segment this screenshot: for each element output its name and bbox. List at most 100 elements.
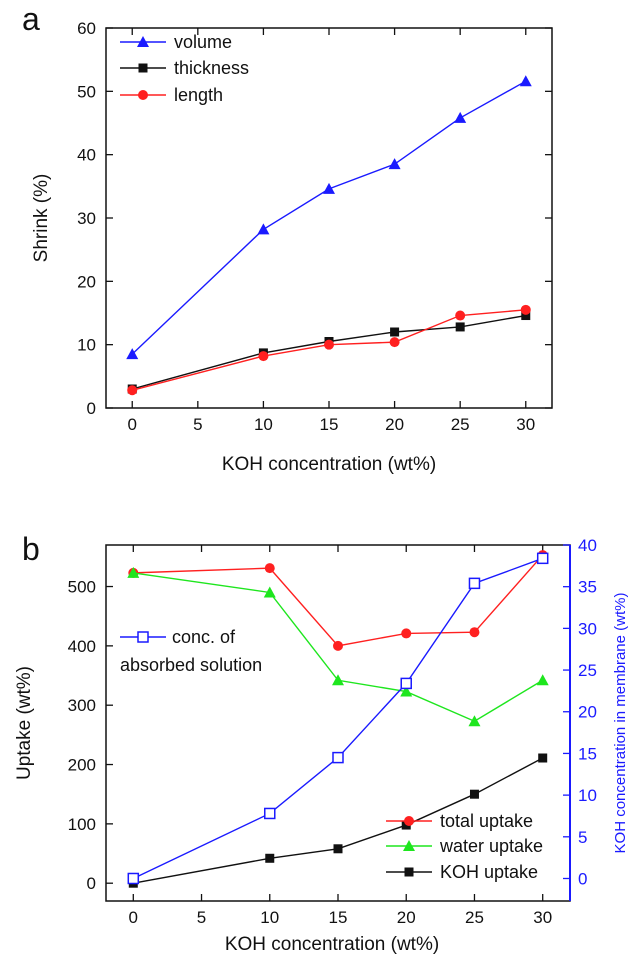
panel-label-a: a	[22, 1, 40, 37]
y-tick-label-a: 20	[77, 272, 96, 291]
panel-b: b 0 5 10 15 20 25 3001002003004005000510152025…	[14, 531, 629, 955]
y2-tick-label: 35	[578, 578, 597, 597]
y2-tick-label: 15	[578, 744, 597, 763]
data-point-length	[455, 310, 466, 321]
data-point-conc-of-absorbed-solution	[400, 677, 412, 690]
y-tick-label-a: 40	[77, 146, 96, 165]
y-axis-label-b: Uptake (wt%)	[14, 666, 35, 780]
data-point-length	[324, 339, 334, 350]
data-point-water-uptake	[400, 685, 413, 697]
y-tick-label-a: 10	[77, 336, 96, 355]
data-point-volume	[126, 348, 139, 360]
x-tick-label-a: 5	[193, 415, 202, 434]
y2-tick-label: 30	[578, 619, 597, 638]
series-line-thickness	[132, 314, 526, 390]
legend-a: volume thickness length	[120, 32, 249, 105]
data-point-volume	[388, 158, 401, 170]
series-group-b	[127, 550, 549, 888]
legend-label-conc-line2: absorbed solution	[120, 655, 262, 675]
series-group-a	[126, 75, 532, 396]
x-tick-label-a: 0	[128, 415, 137, 434]
data-point-koh-uptake	[538, 753, 548, 763]
data-point-water-uptake	[536, 674, 549, 686]
legend-marker-volume	[137, 36, 149, 47]
data-point-koh-uptake	[333, 844, 343, 854]
legend-label-water-uptake: water uptake	[439, 836, 543, 856]
data-point-volume	[454, 111, 467, 123]
x-tick-label-a: 20	[385, 415, 404, 434]
legend-label-koh-uptake: KOH uptake	[440, 862, 538, 882]
x-tick-label-b: 30	[533, 908, 552, 927]
data-point-thickness	[455, 322, 465, 332]
y2-axis-label-b: KOH concentration in membrane (wt%)	[612, 593, 629, 854]
x-tick-label-a: 15	[320, 415, 339, 434]
data-point-total-uptake	[401, 628, 412, 639]
data-point-length	[520, 304, 531, 315]
y-tick-label-a: 60	[77, 19, 96, 38]
legend-marker-thickness	[138, 63, 148, 73]
y-tick-label-a: 30	[77, 209, 96, 228]
x-tick-label-a: 25	[451, 415, 470, 434]
x-tick-label-b: 20	[397, 908, 416, 927]
x-tick-label-b: 5	[197, 908, 206, 927]
y2-tick-label: 5	[578, 828, 587, 847]
y-tick-label-b: 300	[68, 696, 96, 715]
data-point-conc-of-absorbed-solution	[264, 807, 276, 820]
x-tick-label-b: 10	[260, 908, 279, 927]
series-line-length	[132, 309, 526, 391]
legend-marker-conc	[137, 631, 149, 643]
data-point-koh-uptake	[469, 789, 479, 799]
data-point-thickness	[390, 327, 400, 337]
data-point-length	[127, 385, 138, 396]
axes-a: 0 5 10 15 20 25 30 0 10 20 30 40 50 60	[77, 19, 552, 434]
y2-tick-label: 0	[578, 869, 587, 888]
data-point-koh-uptake	[265, 853, 275, 863]
legend-marker-water-uptake	[403, 840, 415, 851]
data-point-volume	[323, 182, 335, 194]
y-tick-label-b: 0	[87, 874, 96, 893]
data-point-thickness	[521, 311, 531, 321]
x-tick-label-b: 25	[465, 908, 484, 927]
series-line-total-uptake	[133, 554, 544, 647]
plot-frame-a	[105, 27, 553, 409]
x-axis-label-a: KOH concentration (wt%)	[222, 454, 436, 475]
series-line-conc-of-absorbed-solution	[132, 557, 543, 880]
data-point-total-uptake	[333, 640, 343, 651]
data-point-water-uptake	[127, 566, 140, 578]
y-tick-label-b: 200	[68, 756, 96, 775]
data-point-water-uptake	[468, 715, 481, 727]
legend-label-volume: volume	[174, 32, 232, 52]
data-point-volume	[257, 223, 270, 235]
legend-marker-koh-uptake	[404, 867, 414, 877]
series-line-koh-uptake	[133, 757, 544, 884]
data-point-total-uptake	[469, 627, 480, 638]
y-tick-label-b: 400	[68, 637, 96, 656]
legend-marker-length	[138, 90, 148, 100]
y2-tick-label: 40	[578, 536, 597, 555]
y2-tick-label: 25	[578, 661, 597, 680]
legend-label-total-uptake: total uptake	[440, 811, 533, 831]
legend-b: conc. of absorbed solution total uptake wat…	[120, 627, 543, 882]
legend-label-thickness: thickness	[174, 58, 249, 78]
data-point-length	[258, 351, 269, 362]
x-tick-label-a: 10	[254, 415, 273, 434]
y-axis-label-a: Shrink (%)	[31, 174, 52, 263]
data-point-total-uptake	[264, 563, 275, 574]
y2-tick-label: 10	[578, 786, 597, 805]
data-point-conc-of-absorbed-solution	[332, 751, 344, 764]
data-point-length	[389, 337, 400, 348]
y-tick-label-a: 50	[77, 82, 96, 101]
panel-a: a 0 5 10 15 20 25 30 0 10 20 30 40 50 60 volume thickn…	[22, 1, 553, 475]
y2-tick-label: 20	[578, 703, 597, 722]
y-tick-label-b: 100	[68, 815, 96, 834]
y-tick-label-b: 500	[68, 578, 96, 597]
series-line-water-uptake	[133, 572, 544, 723]
panel-label-b: b	[22, 531, 40, 567]
legend-marker-total-uptake	[404, 816, 414, 826]
data-point-conc-of-absorbed-solution	[468, 577, 481, 590]
data-point-conc-of-absorbed-solution	[127, 872, 140, 885]
x-axis-label-b: KOH concentration (wt%)	[225, 934, 439, 955]
y-tick-label-a: 0	[87, 399, 96, 418]
data-point-water-uptake	[332, 674, 344, 686]
x-tick-label-a: 30	[516, 415, 535, 434]
